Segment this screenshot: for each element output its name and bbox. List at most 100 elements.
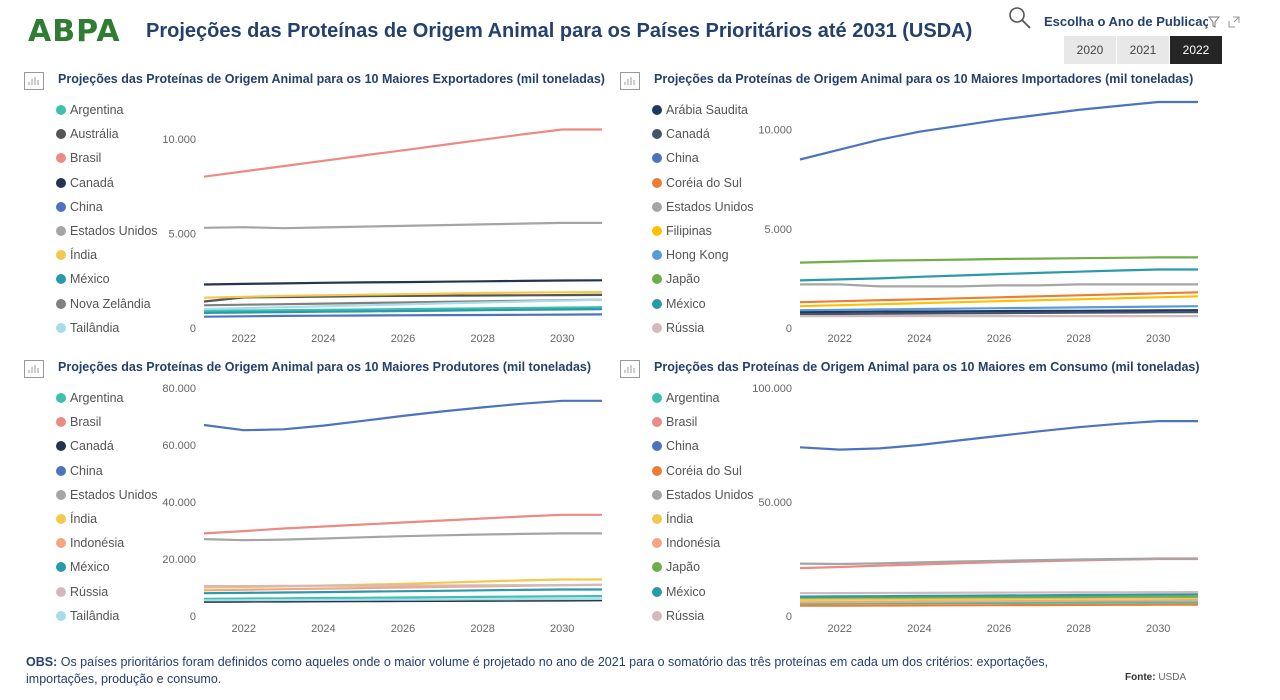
legend-item[interactable]: Argentina	[652, 386, 754, 410]
legend-item[interactable]: México	[652, 292, 754, 316]
legend-marker	[652, 393, 662, 404]
series-line-china[interactable]	[799, 100, 1198, 161]
series-line-hong-kong[interactable]	[799, 305, 1199, 312]
legend-item[interactable]: Coréia do Sul	[652, 171, 754, 195]
series-line-coréia-do-sul[interactable]	[799, 603, 1199, 607]
legend-item[interactable]: Filipinas	[652, 219, 754, 243]
fonte-label: Fonte:	[1125, 672, 1156, 683]
legend-item[interactable]: Canadá	[56, 171, 158, 195]
legend-item[interactable]: Tailândia	[56, 604, 158, 628]
series-line-filipinas[interactable]	[799, 295, 1199, 308]
legend-item[interactable]: Argentina	[56, 98, 158, 122]
importers-line-chart: 0 5.000 10.000 2022 2024 2026 2028 2030	[758, 100, 1199, 345]
series-line-argentina[interactable]	[203, 306, 603, 313]
legend-marker	[56, 274, 66, 285]
series-line-rússia[interactable]	[799, 591, 1199, 595]
legend-item[interactable]: Japão	[652, 555, 754, 579]
legend-item[interactable]: China	[56, 195, 158, 219]
legend-item[interactable]: Coréia do Sul	[652, 459, 754, 483]
legend-item[interactable]: Tailândia	[56, 316, 158, 340]
series-line-tailândia[interactable]	[203, 298, 603, 311]
expand-icon[interactable]	[1228, 16, 1240, 28]
series-line-estados-unidos[interactable]	[203, 221, 602, 230]
legend-item[interactable]: Rússia	[56, 580, 158, 604]
legend-item[interactable]: Estados Unidos	[56, 219, 158, 243]
legend-item[interactable]: México	[56, 267, 158, 291]
legend-marker	[652, 274, 662, 285]
series-line-méxico[interactable]	[203, 588, 602, 595]
series-line-arábia-saudita[interactable]	[799, 309, 1199, 314]
series-line-estados-unidos[interactable]	[799, 557, 1198, 566]
legend-item[interactable]: Estados Unidos	[652, 483, 754, 507]
legend-item[interactable]: Brasil	[56, 410, 158, 434]
series-line-canadá[interactable]	[799, 311, 1199, 316]
series-line-estados-unidos[interactable]	[203, 532, 602, 542]
series-line-argentina[interactable]	[799, 601, 1199, 605]
legend-item[interactable]: China	[56, 459, 158, 483]
series-line-índia[interactable]	[799, 596, 1199, 602]
legend-marker	[652, 105, 662, 116]
year-button-2022[interactable]: 2022	[1170, 36, 1222, 64]
obs-label: OBS:	[26, 655, 58, 669]
series-line-rússia[interactable]	[204, 583, 603, 588]
legend-label: Tailândia	[70, 320, 120, 335]
legend-item[interactable]: Brasil	[652, 410, 754, 434]
series-line-estados-unidos[interactable]	[800, 283, 1198, 288]
legend-item[interactable]: Índia	[652, 507, 754, 531]
legend-item[interactable]: Indonésia	[56, 531, 158, 555]
year-filter-label: Escolha o Ano de Publicação	[1044, 14, 1208, 29]
search-icon[interactable]	[1008, 6, 1032, 30]
legend-item[interactable]: Nova Zelândia	[56, 292, 158, 316]
legend-marker	[652, 153, 662, 164]
legend-item[interactable]: Rússia	[652, 604, 754, 628]
series-line-japão[interactable]	[799, 256, 1198, 264]
legend-label: Estados Unidos	[70, 224, 158, 239]
series-line-coréia-do-sul[interactable]	[799, 291, 1199, 304]
legend-item[interactable]: Canadá	[652, 122, 754, 146]
legend-item[interactable]: Indonésia	[652, 531, 754, 555]
series-line-méxico[interactable]	[799, 593, 1199, 598]
series-line-canadá[interactable]	[203, 599, 603, 603]
legend-item[interactable]: Estados Unidos	[652, 195, 754, 219]
series-line-china[interactable]	[799, 419, 1198, 451]
legend-item[interactable]: Índia	[56, 243, 158, 267]
x-tick-label: 2028	[1066, 333, 1090, 345]
filter-icon[interactable]	[1208, 16, 1220, 28]
legend-marker	[56, 129, 66, 140]
legend-item[interactable]: China	[652, 434, 754, 458]
series-line-tailândia[interactable]	[203, 597, 603, 602]
series-line-china[interactable]	[203, 399, 602, 432]
chart-legend: Argentina Austrália Brasil Canadá China Estad…	[56, 98, 158, 340]
legend-item[interactable]: Hong Kong	[652, 243, 754, 267]
legend-item[interactable]: Brasil	[56, 146, 158, 170]
series-line-brasil[interactable]	[203, 128, 602, 178]
series-line-china[interactable]	[203, 313, 603, 318]
legend-item[interactable]: Rússia	[652, 316, 754, 340]
y-tick-label: 0	[190, 611, 196, 623]
year-button-2021[interactable]: 2021	[1117, 36, 1169, 64]
legend-label: Brasil	[70, 415, 102, 430]
legend-item[interactable]: México	[652, 580, 754, 604]
legend-item[interactable]: Arábia Saudita	[652, 98, 754, 122]
legend-item[interactable]: Índia	[56, 507, 158, 531]
legend-item[interactable]: Argentina	[56, 386, 158, 410]
legend-item[interactable]: Japão	[652, 267, 754, 291]
series-line-méxico[interactable]	[799, 268, 1198, 282]
y-tick-label: 20.000	[162, 554, 196, 566]
y-tick-label: 40.000	[162, 497, 196, 509]
year-button-2020[interactable]: 2020	[1064, 36, 1116, 64]
legend-item[interactable]: China	[652, 146, 754, 170]
series-line-japão[interactable]	[799, 595, 1199, 599]
legend-item[interactable]: Canadá	[56, 434, 158, 458]
series-line-canadá[interactable]	[203, 279, 603, 286]
series-line-brasil[interactable]	[203, 513, 602, 535]
x-tick-label: 2022	[232, 623, 256, 635]
legend-item[interactable]: Estados Unidos	[56, 483, 158, 507]
series-line-méxico[interactable]	[203, 308, 603, 314]
legend-item[interactable]: México	[56, 555, 158, 579]
series-line-indonésia[interactable]	[799, 598, 1199, 604]
bar-chart-icon	[620, 360, 640, 378]
series-line-índia[interactable]	[203, 291, 603, 299]
legend-item[interactable]: Austrália	[56, 122, 158, 146]
series-line-argentina[interactable]	[203, 595, 603, 600]
